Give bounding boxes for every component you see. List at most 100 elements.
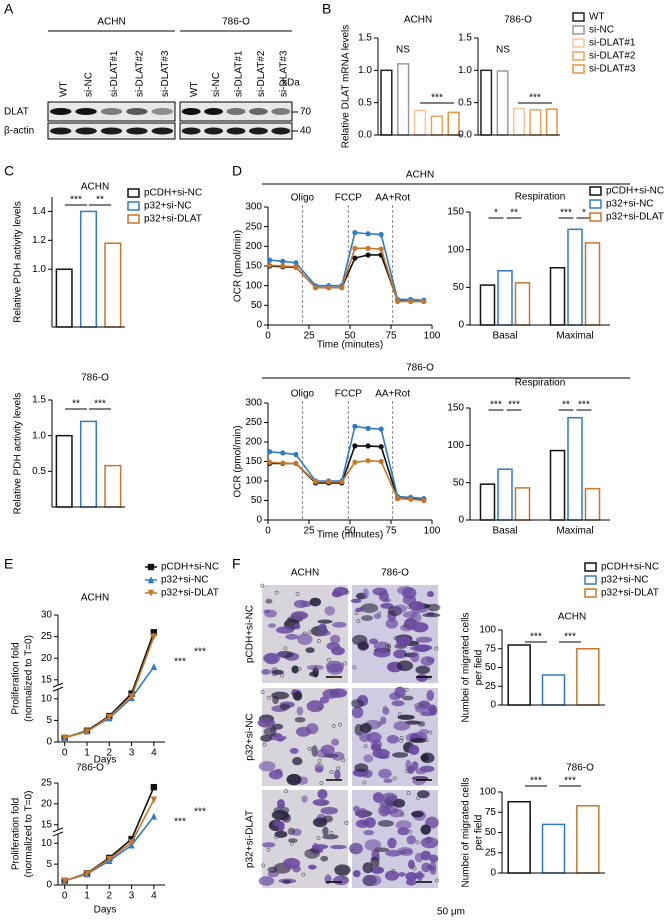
point bbox=[378, 246, 384, 252]
pore bbox=[274, 590, 279, 595]
y-axis-label: Numbei of migrated cells bbox=[461, 612, 472, 722]
cell bbox=[292, 865, 301, 873]
blot-band bbox=[181, 108, 201, 115]
point bbox=[378, 444, 384, 450]
point bbox=[365, 458, 371, 464]
cell bbox=[291, 665, 299, 674]
pore bbox=[341, 758, 346, 763]
pore bbox=[326, 657, 331, 662]
y-tick-label: 20 bbox=[41, 799, 53, 810]
pore bbox=[272, 813, 276, 817]
cell bbox=[401, 587, 417, 600]
annotation: ** bbox=[96, 195, 104, 206]
point bbox=[293, 260, 299, 266]
chart-title: ACHN bbox=[81, 593, 109, 604]
chart-title: ACHN bbox=[404, 15, 432, 26]
blot-band bbox=[248, 127, 268, 135]
annotation: ** bbox=[510, 208, 518, 219]
x-tick-label: Maximal bbox=[556, 526, 593, 537]
pore bbox=[428, 730, 433, 735]
bar bbox=[545, 108, 558, 136]
x-axis-label: Days bbox=[94, 755, 117, 766]
y-tick-label: 0 bbox=[490, 868, 496, 879]
cell bbox=[371, 739, 383, 750]
series-line bbox=[64, 636, 155, 739]
y-tick-label: 0.5 bbox=[358, 97, 372, 108]
y-axis-label: (normalized to T=0) bbox=[24, 635, 35, 722]
bar bbox=[430, 115, 443, 136]
legend-label: p32+si-NC bbox=[161, 575, 209, 586]
point bbox=[394, 298, 401, 304]
cell bbox=[383, 778, 393, 783]
bar bbox=[55, 434, 73, 508]
annotation: NS bbox=[496, 45, 510, 56]
legend-swatch bbox=[584, 575, 597, 585]
x-axis-label: Time (minutes) bbox=[317, 340, 383, 351]
axis-break bbox=[52, 827, 64, 833]
cell bbox=[396, 660, 414, 672]
pore bbox=[377, 611, 382, 616]
pore bbox=[317, 758, 322, 763]
cell bbox=[363, 830, 375, 836]
point bbox=[280, 450, 286, 456]
cell bbox=[301, 795, 308, 803]
series-line bbox=[64, 666, 155, 739]
bar bbox=[104, 242, 122, 328]
point bbox=[280, 258, 286, 264]
cell bbox=[420, 850, 432, 861]
axis-break-gap bbox=[53, 685, 63, 690]
axis-break-gap bbox=[53, 829, 63, 834]
chart-title: ACHN bbox=[81, 182, 109, 193]
annotation: *** bbox=[94, 399, 106, 410]
y-tick-label: 0.5 bbox=[32, 466, 46, 477]
y-tick-label: 50 bbox=[251, 495, 263, 506]
pore bbox=[420, 703, 424, 708]
point bbox=[267, 257, 273, 263]
blot-band bbox=[50, 108, 72, 115]
bar bbox=[507, 800, 531, 874]
pore bbox=[399, 736, 404, 740]
pore bbox=[344, 820, 349, 825]
cell bbox=[258, 876, 275, 886]
cell bbox=[353, 805, 360, 813]
pore bbox=[400, 850, 405, 855]
cell bbox=[287, 827, 296, 836]
annotation: *** bbox=[194, 807, 206, 818]
injection-label: AA+Rot bbox=[375, 193, 410, 204]
pore bbox=[331, 723, 336, 728]
pore bbox=[424, 738, 429, 742]
annotation: *** bbox=[508, 400, 520, 411]
y-tick-label: 20 bbox=[41, 653, 53, 664]
cell bbox=[383, 598, 391, 603]
cell bbox=[422, 613, 441, 618]
cell bbox=[426, 864, 434, 870]
row-label: p32+si-NC bbox=[245, 713, 256, 761]
pore bbox=[375, 846, 379, 851]
cell bbox=[378, 768, 392, 779]
pore bbox=[434, 646, 439, 651]
cell bbox=[309, 597, 322, 607]
cell bbox=[391, 700, 405, 707]
y-tick-label: 25 bbox=[41, 778, 53, 789]
cell bbox=[268, 623, 276, 628]
pore bbox=[404, 687, 409, 692]
point bbox=[312, 285, 319, 291]
cell bbox=[263, 727, 277, 737]
annotation: * bbox=[494, 208, 498, 219]
bar bbox=[380, 69, 393, 136]
cell bbox=[333, 586, 349, 596]
legend-swatch bbox=[589, 186, 602, 196]
pore bbox=[398, 712, 402, 716]
cell bbox=[428, 704, 438, 716]
x-tick-label: Basal bbox=[492, 331, 517, 342]
cell bbox=[325, 660, 344, 673]
y-axis-label: Numbei of migrated cells bbox=[461, 777, 472, 887]
cell bbox=[331, 751, 345, 761]
cell bbox=[372, 587, 388, 596]
cell bbox=[372, 748, 390, 759]
cell bbox=[296, 706, 304, 716]
cell bbox=[381, 792, 398, 803]
annotation: *** bbox=[431, 93, 443, 104]
cell bbox=[332, 621, 347, 628]
x-tick-label: 3 bbox=[129, 891, 135, 902]
